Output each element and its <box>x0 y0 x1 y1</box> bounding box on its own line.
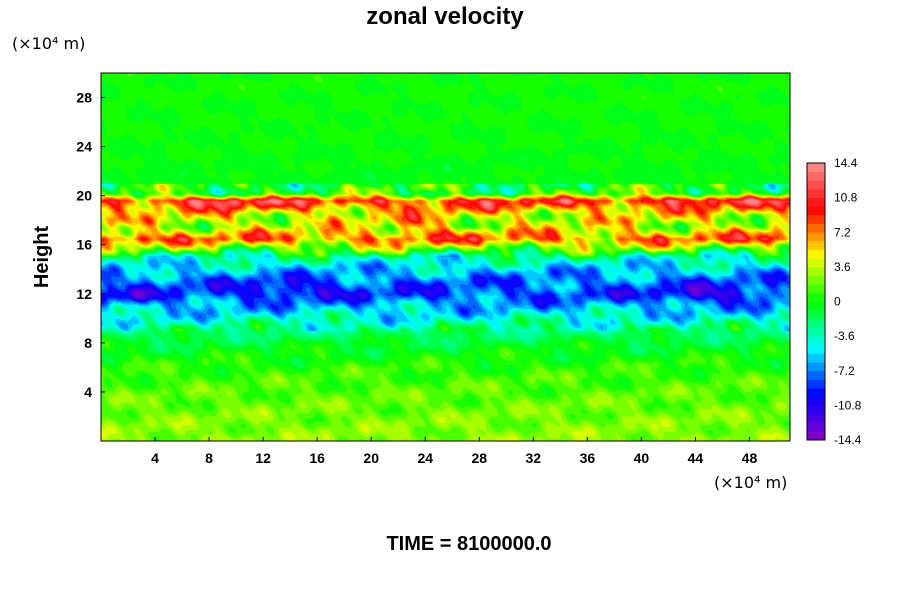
x-tick-label: 24 <box>417 450 433 466</box>
colorbar-swatch <box>807 396 825 406</box>
colorbar-tick-label: 10.8 <box>834 191 858 205</box>
colorbar-swatch <box>807 214 825 224</box>
time-label: TIME = 8100000.0 <box>386 533 551 555</box>
colorbar-swatch <box>807 414 825 423</box>
y-tick-label: 20 <box>76 188 92 204</box>
colorbar-tick-label: -3.6 <box>834 329 855 343</box>
x-tick-label: 16 <box>309 450 325 466</box>
colorbar-swatch <box>807 197 825 207</box>
colorbar-tick-label: 14.4 <box>834 156 858 170</box>
colorbar-swatch <box>807 171 825 181</box>
colorbar-swatch <box>807 275 825 285</box>
y-axis-ticks: 4 8 12 16 20 24 28 <box>76 90 105 400</box>
colorbar-swatch <box>807 249 825 259</box>
colorbar-swatch <box>807 353 825 363</box>
colorbar-ticks: 14.4 10.8 7.2 3.6 0 -3.6 -7.2 -10.8 -14.4 <box>834 156 862 447</box>
x-tick-label: 8 <box>205 450 213 466</box>
colorbar-tick-label: -10.8 <box>834 398 862 412</box>
colorbar-swatch <box>807 310 825 320</box>
colorbar-swatch <box>807 379 825 389</box>
colorbar-swatch <box>807 362 825 372</box>
x-tick-label: 4 <box>151 450 159 466</box>
plot-area <box>100 72 791 442</box>
x-unit-label: (×10⁴ m) <box>714 473 787 492</box>
colorbar-swatch <box>807 318 825 328</box>
colorbar-swatch <box>807 292 825 302</box>
colorbar-swatch <box>807 405 825 415</box>
x-tick-label: 44 <box>688 450 704 466</box>
x-tick-label: 20 <box>363 450 379 466</box>
colorbar-swatch <box>807 266 825 276</box>
colorbar-swatch <box>807 370 825 380</box>
colorbar-swatch <box>807 344 825 354</box>
colorbar-swatch <box>807 223 825 233</box>
x-tick-label: 48 <box>742 450 758 466</box>
colorbar <box>806 162 826 441</box>
colorbar-tick-label: -7.2 <box>834 364 855 378</box>
colorbar-swatch <box>807 163 825 172</box>
y-unit-label: (×10⁴ m) <box>12 34 85 53</box>
colorbar-swatch <box>807 336 825 346</box>
x-tick-label: 28 <box>471 450 487 466</box>
colorbar-swatch <box>807 240 825 250</box>
x-tick-label: 40 <box>634 450 650 466</box>
colorbar-swatch <box>807 388 825 398</box>
x-tick-label: 12 <box>255 450 271 466</box>
colorbar-swatch <box>807 301 825 311</box>
plot-frame <box>100 72 791 442</box>
y-tick-label: 24 <box>76 139 92 155</box>
y-tick-label: 4 <box>84 384 92 400</box>
y-tick-label: 28 <box>76 90 92 106</box>
x-axis-ticks: 4 8 12 16 20 24 28 32 36 40 44 48 <box>151 437 757 466</box>
colorbar-swatch <box>807 188 825 198</box>
colorbar-tick-label: 7.2 <box>834 225 851 239</box>
colorbar-swatch <box>807 206 825 216</box>
colorbar-tick-label: 0 <box>834 295 841 309</box>
colorbar-swatch <box>807 422 825 432</box>
colorbar-frame <box>806 162 826 441</box>
y-tick-label: 8 <box>84 335 92 351</box>
colorbar-swatch <box>807 284 825 294</box>
colorbar-tick-label: -14.4 <box>834 433 862 447</box>
y-axis-label: Height <box>31 226 53 289</box>
colorbar-swatch <box>807 258 825 268</box>
colorbar-tick-label: 3.6 <box>834 260 851 274</box>
chart-title: zonal velocity <box>366 3 524 30</box>
colorbar-swatch <box>807 232 825 242</box>
x-tick-label: 36 <box>580 450 596 466</box>
colorbar-swatch <box>807 180 825 190</box>
colorbar-swatch <box>807 431 825 441</box>
colorbar-swatch <box>807 327 825 337</box>
velocity-field <box>101 73 790 441</box>
y-tick-label: 16 <box>76 237 92 253</box>
y-tick-label: 12 <box>76 286 92 302</box>
x-tick-label: 32 <box>526 450 542 466</box>
